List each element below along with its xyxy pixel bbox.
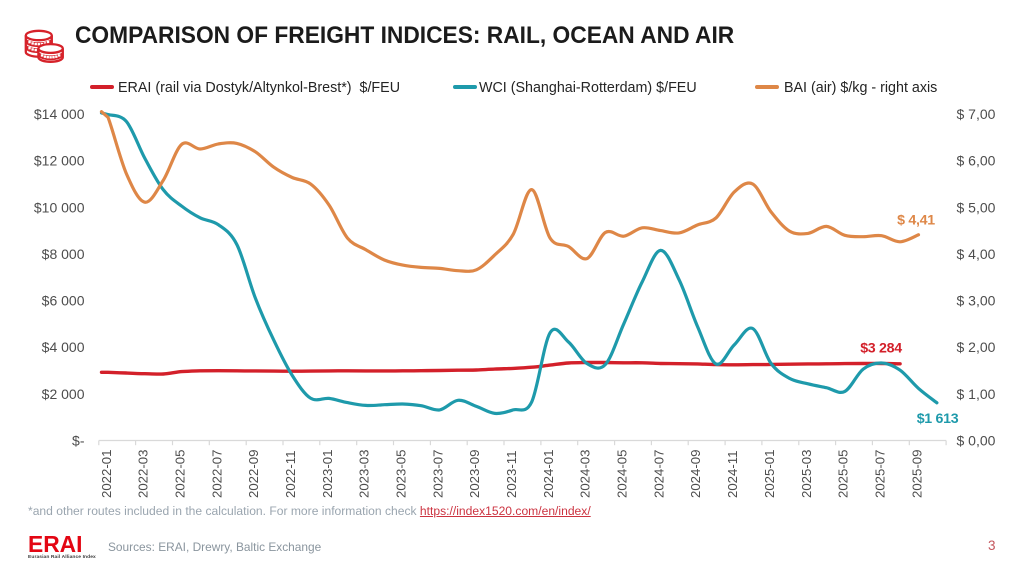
svg-text:$12 000: $12 000 — [34, 153, 85, 169]
svg-text:2023-09: 2023-09 — [467, 450, 482, 498]
svg-text:$8 000: $8 000 — [42, 246, 85, 262]
svg-text:2022-03: 2022-03 — [136, 450, 151, 498]
svg-text:$1 613: $1 613 — [917, 411, 959, 427]
svg-text:2024-03: 2024-03 — [578, 450, 593, 498]
svg-text:2022-07: 2022-07 — [209, 450, 224, 498]
svg-text:$ 7,00: $ 7,00 — [957, 106, 996, 122]
svg-text:2025-07: 2025-07 — [872, 450, 887, 498]
svg-text:2024-07: 2024-07 — [651, 450, 666, 498]
svg-text:2025-09: 2025-09 — [909, 450, 924, 498]
svg-text:2025-01: 2025-01 — [762, 450, 777, 498]
svg-text:$ 0,00: $ 0,00 — [957, 432, 996, 448]
svg-text:$2 000: $2 000 — [42, 386, 85, 402]
svg-text:$ 2,00: $ 2,00 — [957, 339, 996, 355]
svg-text:2025-05: 2025-05 — [836, 450, 851, 498]
svg-text:$ 4,00: $ 4,00 — [957, 246, 996, 262]
svg-text:2024-05: 2024-05 — [615, 450, 630, 498]
svg-text:2025-03: 2025-03 — [799, 450, 814, 498]
svg-text:$3 284: $3 284 — [860, 341, 902, 357]
svg-text:2024-11: 2024-11 — [725, 451, 740, 498]
svg-text:2022-01: 2022-01 — [99, 450, 114, 498]
svg-text:2022-11: 2022-11 — [283, 451, 298, 498]
svg-text:$ 5,00: $ 5,00 — [957, 199, 996, 215]
svg-text:2022-05: 2022-05 — [173, 450, 188, 498]
svg-text:2023-05: 2023-05 — [394, 450, 409, 498]
svg-text:2023-01: 2023-01 — [320, 450, 335, 498]
svg-text:$4 000: $4 000 — [42, 339, 85, 355]
svg-text:2023-03: 2023-03 — [357, 450, 372, 498]
svg-text:2024-01: 2024-01 — [541, 450, 556, 498]
svg-text:$ 3,00: $ 3,00 — [957, 293, 996, 309]
svg-text:$ 1,00: $ 1,00 — [957, 386, 996, 402]
svg-text:2023-07: 2023-07 — [430, 450, 445, 498]
svg-text:$10 000: $10 000 — [34, 199, 85, 215]
svg-text:$ 4,41: $ 4,41 — [897, 213, 935, 229]
svg-text:2023-11: 2023-11 — [504, 451, 519, 498]
svg-text:2024-09: 2024-09 — [688, 450, 703, 498]
svg-text:2022-09: 2022-09 — [246, 450, 261, 498]
svg-text:$-: $- — [72, 432, 85, 448]
svg-text:$6 000: $6 000 — [42, 293, 85, 309]
svg-text:$ 6,00: $ 6,00 — [957, 153, 996, 169]
svg-text:$14 000: $14 000 — [34, 106, 85, 122]
